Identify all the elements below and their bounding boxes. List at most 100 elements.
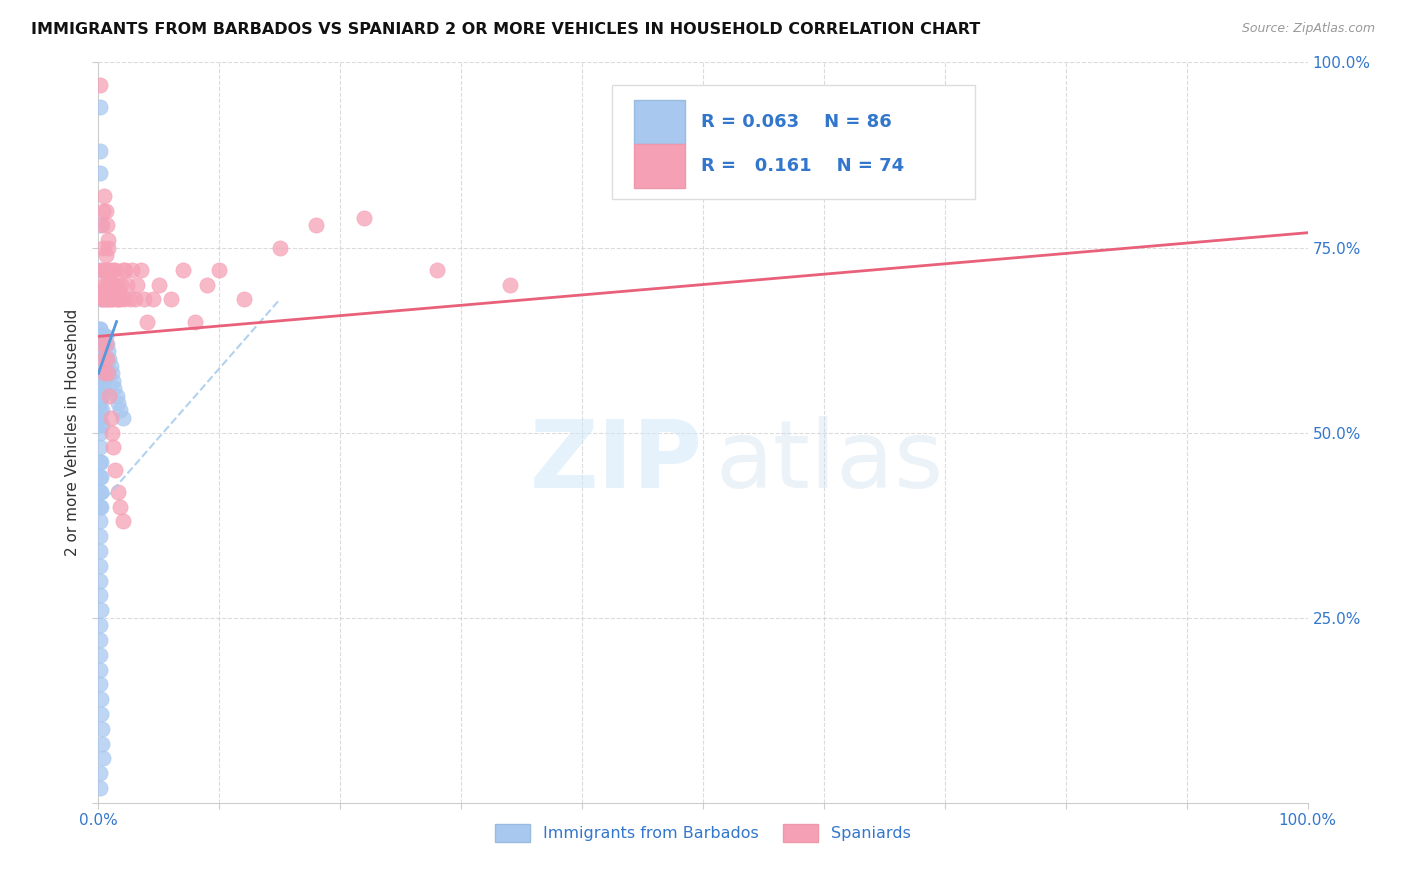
Point bbox=[94, 351, 117, 366]
Point bbox=[89, 441, 111, 455]
Point bbox=[96, 367, 118, 381]
Point bbox=[104, 462, 127, 476]
Point bbox=[107, 293, 129, 307]
Point bbox=[100, 425, 122, 440]
Point bbox=[97, 233, 120, 247]
Point bbox=[89, 166, 111, 180]
Point bbox=[89, 544, 111, 558]
FancyBboxPatch shape bbox=[634, 145, 685, 188]
Text: IMMIGRANTS FROM BARBADOS VS SPANIARD 2 OR MORE VEHICLES IN HOUSEHOLD CORRELATION: IMMIGRANTS FROM BARBADOS VS SPANIARD 2 O… bbox=[31, 22, 980, 37]
Point bbox=[89, 359, 111, 373]
Point bbox=[96, 262, 118, 277]
Point bbox=[96, 351, 118, 366]
Point bbox=[426, 262, 449, 277]
Point bbox=[89, 322, 111, 336]
Point bbox=[184, 314, 207, 328]
Point bbox=[89, 455, 111, 469]
Point bbox=[90, 470, 112, 484]
Point bbox=[269, 240, 291, 255]
Point bbox=[89, 329, 111, 343]
Point bbox=[91, 418, 114, 433]
Point bbox=[94, 277, 117, 292]
Point bbox=[89, 100, 111, 114]
Point bbox=[89, 396, 111, 410]
Point bbox=[101, 374, 124, 388]
Point bbox=[89, 351, 111, 366]
Point bbox=[94, 336, 117, 351]
Point bbox=[89, 219, 111, 233]
Point bbox=[94, 203, 117, 218]
Point bbox=[89, 78, 111, 92]
Point bbox=[90, 329, 112, 343]
Point bbox=[91, 351, 114, 366]
Point bbox=[172, 262, 194, 277]
Point bbox=[135, 314, 157, 328]
FancyBboxPatch shape bbox=[634, 100, 685, 144]
Point bbox=[105, 277, 128, 292]
Point bbox=[100, 359, 122, 373]
Point bbox=[89, 663, 111, 677]
Point bbox=[111, 515, 134, 529]
Point bbox=[117, 277, 139, 292]
Point bbox=[91, 722, 114, 736]
Point bbox=[89, 677, 111, 691]
Point bbox=[96, 293, 118, 307]
Point bbox=[100, 277, 122, 292]
Point bbox=[93, 351, 115, 366]
Point bbox=[124, 293, 146, 307]
Point bbox=[101, 262, 124, 277]
Point bbox=[89, 558, 111, 573]
Point bbox=[91, 403, 114, 417]
Text: R =   0.161    N = 74: R = 0.161 N = 74 bbox=[700, 157, 904, 175]
Point bbox=[114, 262, 136, 277]
Point bbox=[353, 211, 375, 225]
Point bbox=[89, 632, 111, 647]
Legend: Immigrants from Barbados, Spaniards: Immigrants from Barbados, Spaniards bbox=[488, 816, 918, 850]
Point bbox=[89, 648, 111, 662]
Point bbox=[91, 381, 114, 395]
FancyBboxPatch shape bbox=[613, 85, 976, 200]
Point bbox=[90, 603, 112, 617]
Point bbox=[98, 262, 121, 277]
Point bbox=[90, 455, 112, 469]
Point bbox=[89, 403, 111, 417]
Point bbox=[112, 293, 135, 307]
Point bbox=[90, 293, 112, 307]
Point bbox=[89, 388, 111, 402]
Point bbox=[97, 240, 120, 255]
Point bbox=[93, 329, 115, 343]
Point bbox=[105, 293, 128, 307]
Point bbox=[91, 262, 114, 277]
Point bbox=[91, 203, 114, 218]
Point bbox=[108, 293, 131, 307]
Point bbox=[305, 219, 328, 233]
Point bbox=[93, 262, 115, 277]
Point bbox=[90, 336, 112, 351]
Point bbox=[89, 336, 111, 351]
Point bbox=[98, 388, 121, 402]
Text: atlas: atlas bbox=[716, 417, 943, 508]
Point bbox=[101, 293, 124, 307]
Point bbox=[100, 367, 122, 381]
Point bbox=[89, 145, 111, 159]
Point bbox=[103, 277, 125, 292]
Point bbox=[89, 425, 111, 440]
Point bbox=[90, 484, 112, 499]
Point bbox=[89, 329, 111, 343]
Point bbox=[89, 470, 111, 484]
Point bbox=[103, 381, 125, 395]
Point bbox=[91, 329, 114, 343]
Point bbox=[97, 367, 120, 381]
Point bbox=[89, 780, 111, 795]
Point bbox=[90, 706, 112, 721]
Point bbox=[94, 293, 117, 307]
Point bbox=[89, 322, 111, 336]
Point bbox=[91, 367, 114, 381]
Point bbox=[232, 293, 254, 307]
Point bbox=[104, 262, 127, 277]
Point bbox=[90, 285, 112, 299]
Point bbox=[121, 262, 143, 277]
Point bbox=[91, 336, 114, 351]
Point bbox=[89, 589, 111, 603]
Point bbox=[91, 388, 114, 402]
